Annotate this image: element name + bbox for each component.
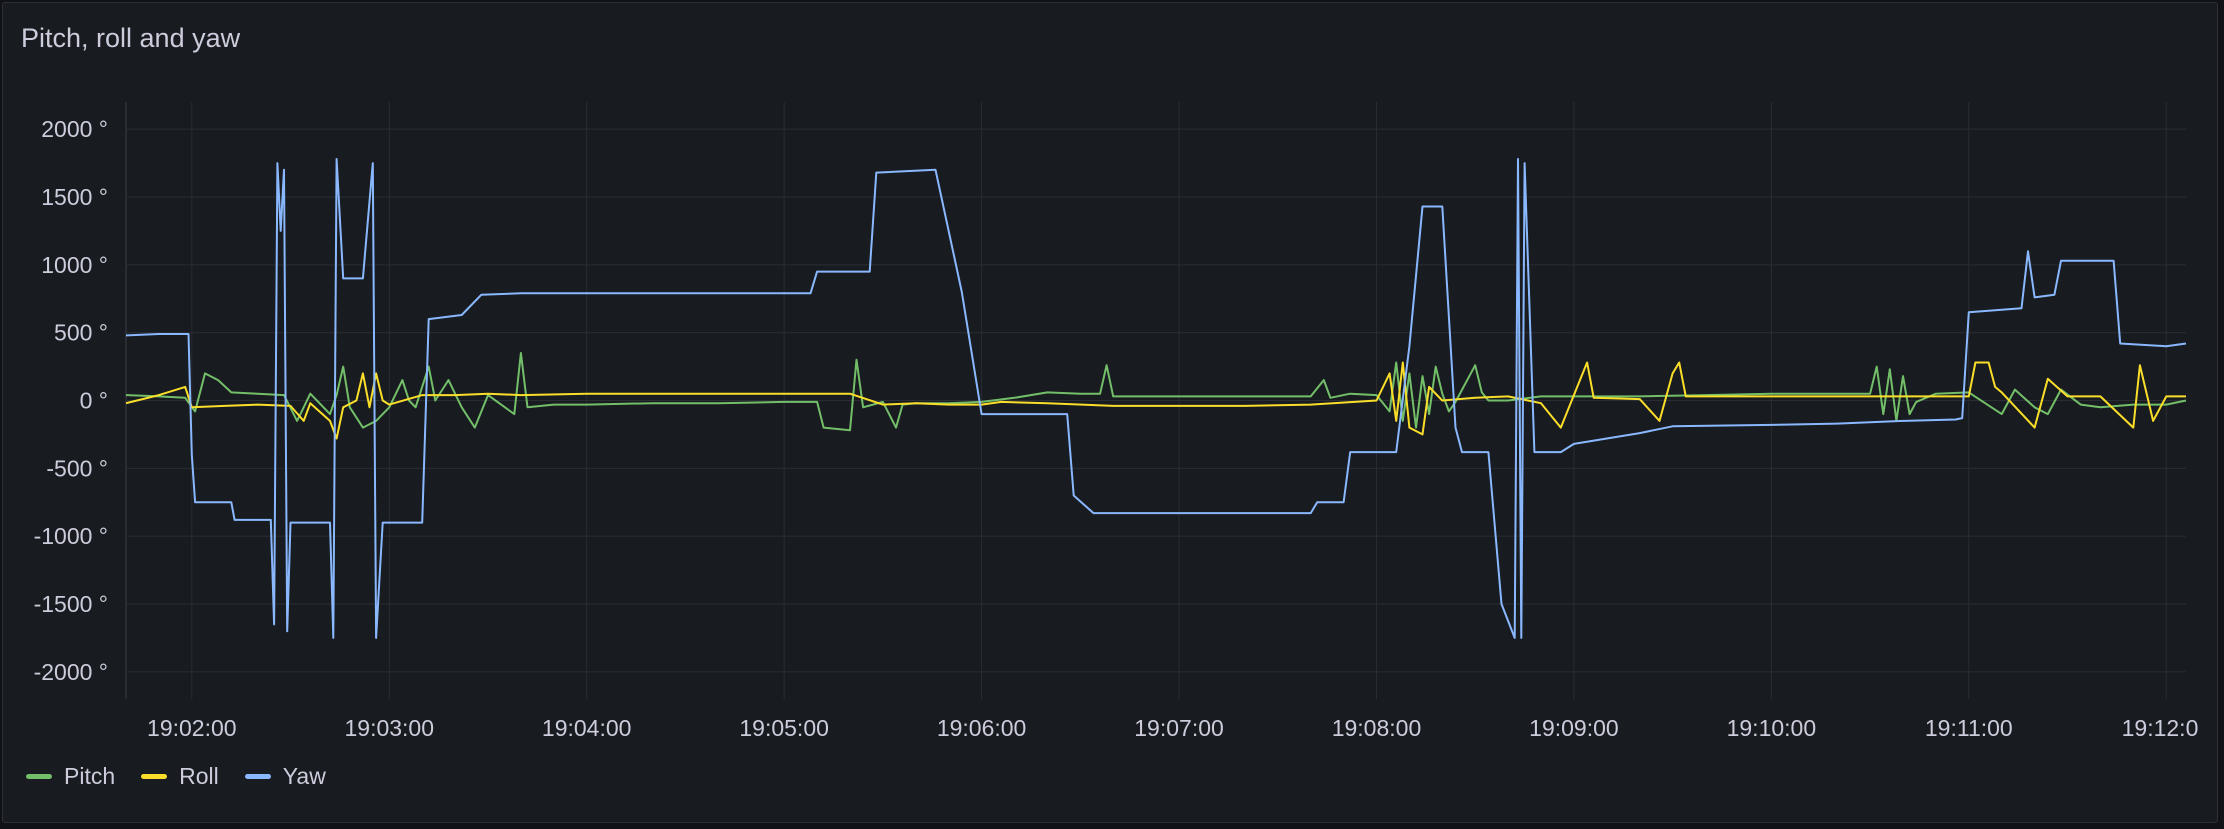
- legend: Pitch Roll Yaw: [26, 763, 326, 790]
- x-tick-label: 19:04:00: [542, 715, 632, 741]
- y-tick-label: -1000 °: [34, 523, 108, 549]
- x-tick-label: 19:02:00: [147, 715, 237, 741]
- x-tick-label: 19:03:00: [344, 715, 434, 741]
- series-lines: [125, 158, 2187, 639]
- legend-label: Pitch: [64, 763, 116, 789]
- legend-item-yaw[interactable]: Yaw: [244, 763, 326, 790]
- x-axis: 19:02:00 19:03:00 19:04:00 19:05:00 19:06:00…: [147, 715, 2198, 741]
- legend-swatch: [26, 774, 52, 779]
- x-tick-label: 19:11:00: [1925, 715, 2013, 741]
- x-tick-label: 19:08:00: [1332, 715, 1422, 741]
- x-tick-label: 19:05:00: [739, 715, 829, 741]
- x-tick-label: 19:09:00: [1529, 715, 1619, 741]
- legend-item-roll[interactable]: Roll: [141, 763, 219, 790]
- series-line-pitch[interactable]: [125, 352, 2187, 432]
- y-tick-label: -2000 °: [34, 659, 108, 685]
- y-tick-label: -1500 °: [34, 591, 108, 617]
- x-tick-label: 19:12:0: [2122, 715, 2199, 741]
- legend-label: Yaw: [282, 763, 326, 789]
- y-tick-label: 1000 °: [41, 252, 108, 278]
- y-axis: 2000 ° 1500 ° 1000 ° 500 ° 0 ° -500 ° -1000 ° -…: [34, 116, 108, 685]
- legend-label: Roll: [179, 763, 219, 789]
- y-tick-label: 500 °: [54, 320, 108, 346]
- x-tick-label: 19:10:00: [1727, 715, 1817, 741]
- grid: [125, 102, 2186, 699]
- legend-item-pitch[interactable]: Pitch: [26, 763, 115, 790]
- series-line-roll[interactable]: [125, 361, 2186, 440]
- legend-swatch: [141, 774, 168, 779]
- y-tick-label: 0 °: [80, 388, 108, 414]
- y-tick-label: 1500 °: [41, 184, 108, 210]
- legend-swatch: [244, 774, 271, 779]
- y-tick-label: 2000 °: [41, 116, 108, 142]
- series-line-yaw[interactable]: [125, 158, 2187, 639]
- panel-title: Pitch, roll and yaw: [21, 23, 241, 53]
- x-tick-label: 19:06:00: [937, 715, 1027, 741]
- y-tick-label: -500 °: [46, 455, 108, 481]
- x-tick-label: 19:07:00: [1134, 715, 1224, 741]
